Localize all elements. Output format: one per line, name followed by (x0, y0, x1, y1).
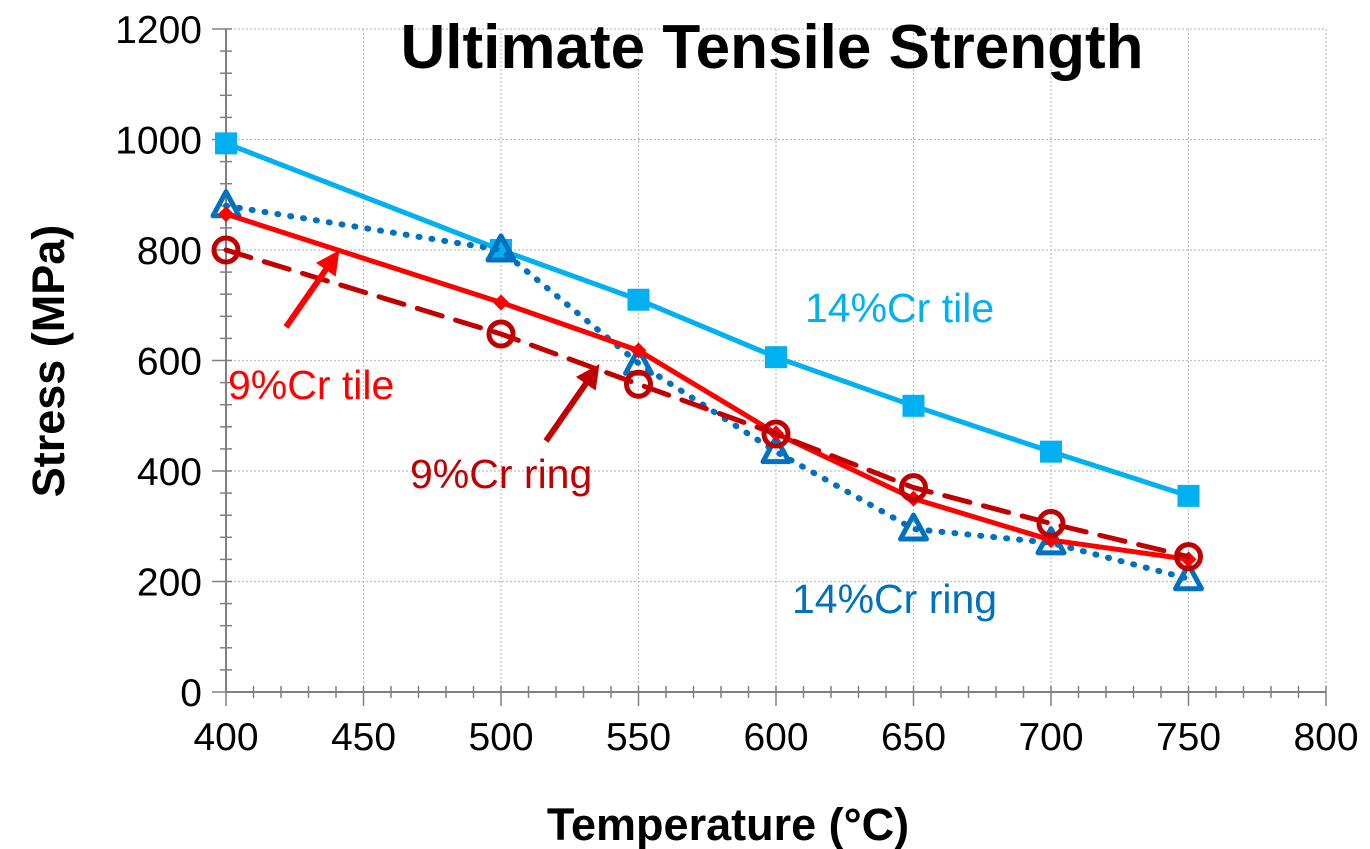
y-tick-label: 200 (137, 562, 202, 605)
data-point (624, 369, 653, 399)
series-layer (210, 132, 1204, 592)
chart-title: Ultimate Tensile Strength (401, 13, 1144, 82)
x-tick-label: 400 (193, 716, 258, 759)
data-point (1174, 542, 1203, 572)
y-tick-label: 0 (180, 672, 202, 715)
data-point (215, 132, 237, 155)
data-point (761, 419, 791, 449)
y-axis-title: Stress (MPa) (23, 225, 74, 498)
x-tick-label: 800 (1293, 716, 1358, 759)
data-point (902, 394, 925, 417)
x-tick-label: 550 (606, 716, 671, 759)
data-point (630, 342, 647, 359)
y-tick-label: 400 (137, 451, 202, 494)
annotation-14cr-tile: 14%Cr tile (805, 285, 994, 331)
y-tick-label: 1200 (115, 9, 202, 52)
series-3 (211, 235, 1203, 572)
data-point (1173, 562, 1204, 592)
gridlines (226, 28, 1327, 692)
data-point (760, 435, 792, 465)
x-tick-label: 750 (1156, 716, 1221, 759)
data-point (899, 473, 928, 503)
x-axis-title: Temperature (°C) (547, 799, 909, 849)
series-line (223, 247, 1191, 560)
y-tick-label: 1000 (115, 120, 202, 163)
y-tick-label: 800 (137, 230, 202, 273)
annotation-14cr-ring: 14%Cr ring (792, 576, 997, 622)
data-point (486, 319, 516, 349)
arrow-9cr-ring (543, 364, 600, 443)
x-tick-label: 600 (743, 716, 808, 759)
x-tick-label: 500 (468, 716, 533, 759)
arrow-9cr-tile (283, 250, 340, 329)
x-tick-label: 700 (1018, 716, 1083, 759)
data-point (627, 288, 650, 311)
annotation-9cr-tile: 9%Cr tile (228, 362, 394, 408)
series-0 (215, 132, 1200, 507)
x-tick-label: 450 (331, 716, 396, 759)
data-point (485, 233, 517, 263)
data-point (493, 294, 509, 311)
data-point (1036, 508, 1066, 538)
annotation-9cr-ring: 9%Cr ring (410, 451, 592, 497)
tick-labels: 400 450 500 550 600 650 700 750 800 0 200 400 600 800… (115, 9, 1358, 759)
data-point (1040, 440, 1062, 463)
data-point (1177, 484, 1200, 507)
x-tick-label: 650 (881, 716, 946, 759)
data-point (211, 235, 241, 265)
y-tick-label: 600 (137, 341, 202, 384)
data-point (218, 206, 234, 223)
data-point (898, 512, 929, 542)
data-point (765, 346, 787, 369)
